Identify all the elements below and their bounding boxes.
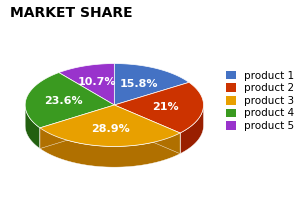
Polygon shape xyxy=(40,105,180,146)
Polygon shape xyxy=(114,105,180,154)
Polygon shape xyxy=(25,105,40,149)
Text: MARKET SHARE: MARKET SHARE xyxy=(10,5,133,20)
Polygon shape xyxy=(114,105,180,154)
Polygon shape xyxy=(114,82,203,133)
Polygon shape xyxy=(25,73,114,128)
Polygon shape xyxy=(40,105,114,149)
Legend: product 1, product 2, product 3, product 4, product 5: product 1, product 2, product 3, product… xyxy=(224,68,296,133)
Text: 28.9%: 28.9% xyxy=(91,124,130,134)
Text: 21%: 21% xyxy=(153,102,179,112)
Polygon shape xyxy=(114,64,189,105)
Polygon shape xyxy=(40,128,180,167)
Text: 15.8%: 15.8% xyxy=(120,79,158,89)
Text: 10.7%: 10.7% xyxy=(78,77,116,87)
Text: 23.6%: 23.6% xyxy=(44,96,82,106)
Polygon shape xyxy=(59,64,114,105)
Polygon shape xyxy=(180,105,203,154)
Polygon shape xyxy=(40,105,114,149)
